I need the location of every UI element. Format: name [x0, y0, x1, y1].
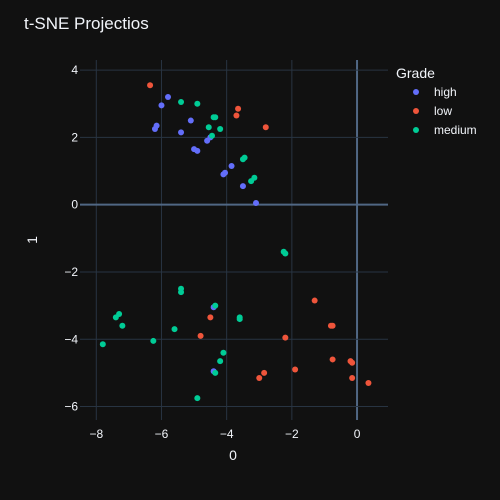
- y-tick-label: 2: [71, 130, 78, 144]
- chart-title: t-SNE Projectios: [24, 14, 149, 33]
- y-tick-label: −2: [64, 265, 78, 279]
- data-point-high[interactable]: [239, 183, 246, 190]
- data-point-medium[interactable]: [178, 289, 185, 296]
- data-point-high[interactable]: [187, 117, 194, 124]
- data-point-low[interactable]: [262, 124, 269, 131]
- data-point-medium[interactable]: [220, 349, 227, 356]
- legend-item-medium[interactable]: medium: [413, 123, 477, 137]
- data-point-high[interactable]: [253, 199, 259, 206]
- data-point-low[interactable]: [207, 314, 214, 321]
- data-markers: [99, 82, 372, 402]
- legend-label: low: [434, 104, 452, 118]
- data-point-medium[interactable]: [212, 114, 219, 121]
- legend-marker: [413, 127, 419, 133]
- legend-marker: [413, 108, 419, 114]
- x-tick-label: −4: [220, 427, 234, 441]
- data-point-medium[interactable]: [171, 326, 178, 333]
- data-point-low[interactable]: [197, 332, 204, 339]
- legend-label: high: [434, 85, 457, 99]
- data-point-medium[interactable]: [251, 174, 258, 181]
- data-point-high[interactable]: [220, 171, 227, 178]
- legend-title: Grade: [396, 65, 435, 81]
- legend-item-low[interactable]: low: [413, 104, 452, 118]
- data-point-medium[interactable]: [212, 369, 219, 376]
- data-point-low[interactable]: [147, 82, 154, 89]
- data-point-medium[interactable]: [239, 156, 246, 163]
- y-tick-label: −6: [64, 400, 78, 414]
- legend-items: high low medium: [413, 85, 477, 137]
- data-point-medium[interactable]: [119, 322, 126, 329]
- data-point-low[interactable]: [235, 105, 242, 112]
- data-point-medium[interactable]: [99, 341, 106, 348]
- data-point-high[interactable]: [158, 102, 165, 109]
- series-medium: [99, 99, 289, 402]
- data-point-medium[interactable]: [194, 100, 201, 107]
- data-point-medium[interactable]: [112, 314, 119, 321]
- data-point-low[interactable]: [311, 297, 318, 304]
- x-tick-label: 0: [354, 427, 361, 441]
- data-point-medium[interactable]: [194, 395, 201, 402]
- x-tick-label: −6: [155, 427, 169, 441]
- data-point-low[interactable]: [256, 374, 263, 381]
- data-point-low[interactable]: [329, 356, 336, 363]
- legend: Grade high low medium: [396, 65, 477, 137]
- data-point-low[interactable]: [329, 322, 336, 329]
- data-point-low[interactable]: [261, 369, 268, 376]
- data-point-medium[interactable]: [205, 124, 212, 131]
- data-point-medium[interactable]: [282, 250, 289, 257]
- x-tick-label: −2: [285, 427, 299, 441]
- data-point-medium[interactable]: [212, 302, 219, 309]
- data-point-medium[interactable]: [217, 358, 224, 365]
- tick-labels: −8 −6 −4 −2 0 −6 −4 −2 0 2 4: [64, 63, 360, 441]
- data-point-high[interactable]: [151, 125, 158, 132]
- data-point-low[interactable]: [349, 374, 356, 381]
- data-point-low[interactable]: [349, 359, 356, 366]
- data-point-high[interactable]: [178, 129, 185, 136]
- series-high: [151, 94, 259, 375]
- y-tick-label: 4: [71, 63, 78, 77]
- data-point-low[interactable]: [365, 379, 372, 386]
- y-axis-title: 1: [24, 236, 40, 244]
- data-point-medium[interactable]: [236, 316, 243, 323]
- data-point-medium[interactable]: [178, 99, 185, 106]
- legend-label: medium: [434, 123, 477, 137]
- data-point-low[interactable]: [282, 334, 289, 341]
- data-point-high[interactable]: [165, 94, 171, 101]
- series-low: [147, 82, 372, 386]
- data-point-medium[interactable]: [217, 125, 224, 132]
- grid-lines: [80, 60, 388, 420]
- data-point-high[interactable]: [228, 162, 235, 169]
- x-axis-title: 0: [229, 447, 237, 463]
- y-tick-label: −4: [64, 332, 78, 346]
- plot-area: −8 −6 −4 −2 0 −6 −4 −2 0 2 4: [64, 60, 388, 441]
- data-point-high[interactable]: [194, 147, 201, 154]
- y-tick-label: 0: [71, 198, 78, 212]
- legend-item-high[interactable]: high: [413, 85, 457, 99]
- data-point-medium[interactable]: [150, 337, 157, 344]
- x-tick-label: −8: [89, 427, 103, 441]
- legend-marker: [413, 89, 419, 95]
- data-point-low[interactable]: [292, 366, 299, 373]
- data-point-medium[interactable]: [209, 132, 215, 139]
- data-point-low[interactable]: [233, 112, 240, 119]
